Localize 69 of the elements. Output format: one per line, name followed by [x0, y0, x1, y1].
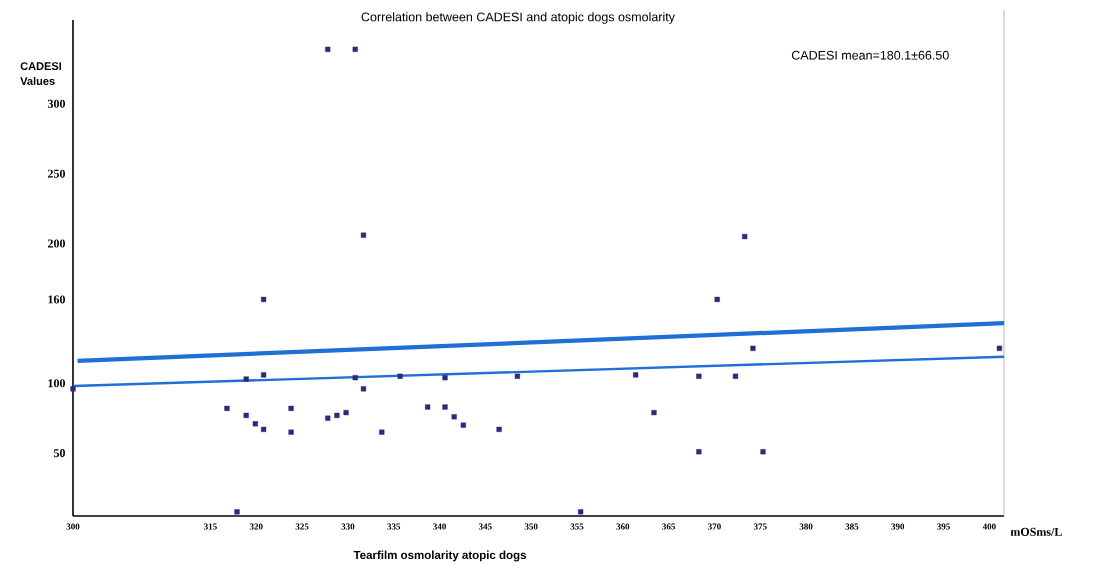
point	[451, 414, 457, 420]
point	[633, 372, 639, 378]
y-axis-title: CADESI Values	[20, 62, 62, 85]
point	[343, 410, 349, 416]
point	[760, 449, 766, 455]
point	[288, 429, 294, 435]
point	[334, 412, 340, 418]
point	[514, 373, 521, 379]
point	[325, 415, 331, 421]
x-axis-title: Tearfilm osmolarity atopic dogs	[353, 550, 527, 562]
point	[243, 412, 249, 418]
point	[252, 421, 258, 427]
x-tick-label: 395	[937, 523, 950, 530]
point	[261, 372, 267, 378]
x-tick-label: 330	[341, 523, 355, 530]
point	[261, 426, 267, 432]
point	[234, 509, 240, 515]
x-tick-label: 345	[478, 523, 492, 530]
point	[352, 46, 358, 52]
point	[379, 429, 385, 435]
point	[578, 509, 584, 515]
point	[442, 375, 448, 381]
y-tick-label: 250	[47, 169, 66, 178]
y-tick-label: 160	[48, 295, 66, 304]
x-tick-label: 380	[799, 523, 813, 530]
point	[460, 422, 466, 428]
point	[261, 296, 267, 303]
point	[352, 375, 358, 381]
x-tick-label: 375	[753, 523, 767, 530]
x-tick-label: 325	[295, 523, 309, 530]
point	[750, 345, 756, 351]
point	[742, 233, 748, 240]
x-tick-label: 350	[524, 523, 538, 530]
point	[325, 46, 331, 52]
y-tick-label: 200	[47, 239, 66, 248]
x-tick-label: 360	[616, 523, 630, 530]
point	[70, 386, 76, 392]
point	[243, 376, 249, 382]
y-tick-label: 100	[48, 379, 66, 388]
y-tick-label: 50	[53, 449, 66, 458]
y-tick-label: 300	[47, 99, 66, 108]
x-tick-label: 385	[845, 523, 859, 530]
x-tick-label: 335	[387, 523, 401, 530]
point	[496, 426, 502, 432]
x-tick-label: 315	[204, 523, 217, 530]
point	[288, 405, 294, 412]
chart-title: Correlation between CADESI and atopic dogs osmolarity	[361, 12, 675, 24]
x-tick-label: 355	[570, 523, 584, 530]
text: mOSms/L	[1010, 527, 1062, 536]
point	[696, 449, 702, 455]
x-tick-label: 300	[66, 523, 80, 530]
point	[651, 410, 657, 416]
x-tick-label: 320	[249, 523, 263, 530]
point	[224, 405, 230, 412]
point	[696, 373, 702, 379]
x-tick-label: 370	[708, 523, 721, 530]
x-tick-label: 390	[891, 523, 905, 530]
point	[397, 373, 403, 379]
point	[442, 404, 448, 410]
point	[360, 232, 367, 238]
x-tick-label: 365	[662, 523, 676, 530]
x-tick-label: 340	[433, 523, 446, 530]
point	[425, 404, 431, 410]
point	[732, 373, 739, 379]
annotation: CADESI mean=180.1±66.50	[791, 50, 949, 60]
x-tick-label: 400	[982, 523, 996, 530]
point	[996, 345, 1003, 351]
point	[360, 386, 367, 392]
point	[714, 296, 720, 303]
